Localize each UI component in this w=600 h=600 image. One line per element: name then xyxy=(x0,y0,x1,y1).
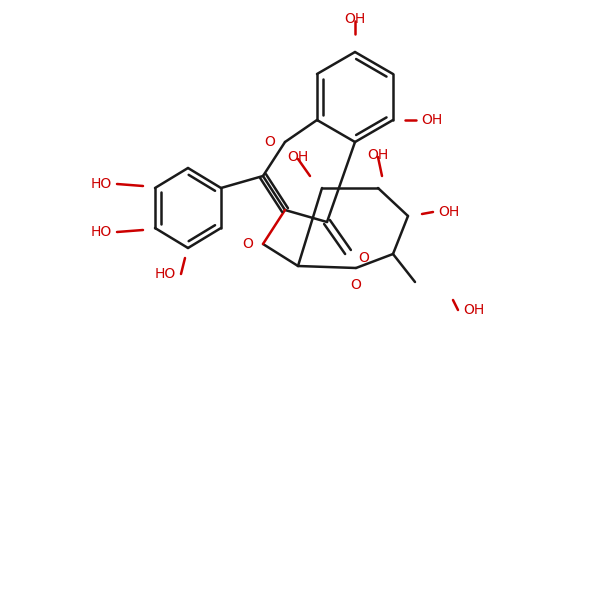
Text: HO: HO xyxy=(91,177,112,191)
Text: OH: OH xyxy=(438,205,459,219)
Text: OH: OH xyxy=(421,113,442,127)
Text: OH: OH xyxy=(463,303,484,317)
Text: HO: HO xyxy=(155,267,176,281)
Text: OH: OH xyxy=(367,148,389,162)
Text: OH: OH xyxy=(344,12,365,26)
Text: HO: HO xyxy=(91,225,112,239)
Text: O: O xyxy=(264,135,275,149)
Text: OH: OH xyxy=(287,150,308,164)
Text: O: O xyxy=(358,251,369,265)
Text: O: O xyxy=(242,237,253,251)
Text: O: O xyxy=(350,278,361,292)
